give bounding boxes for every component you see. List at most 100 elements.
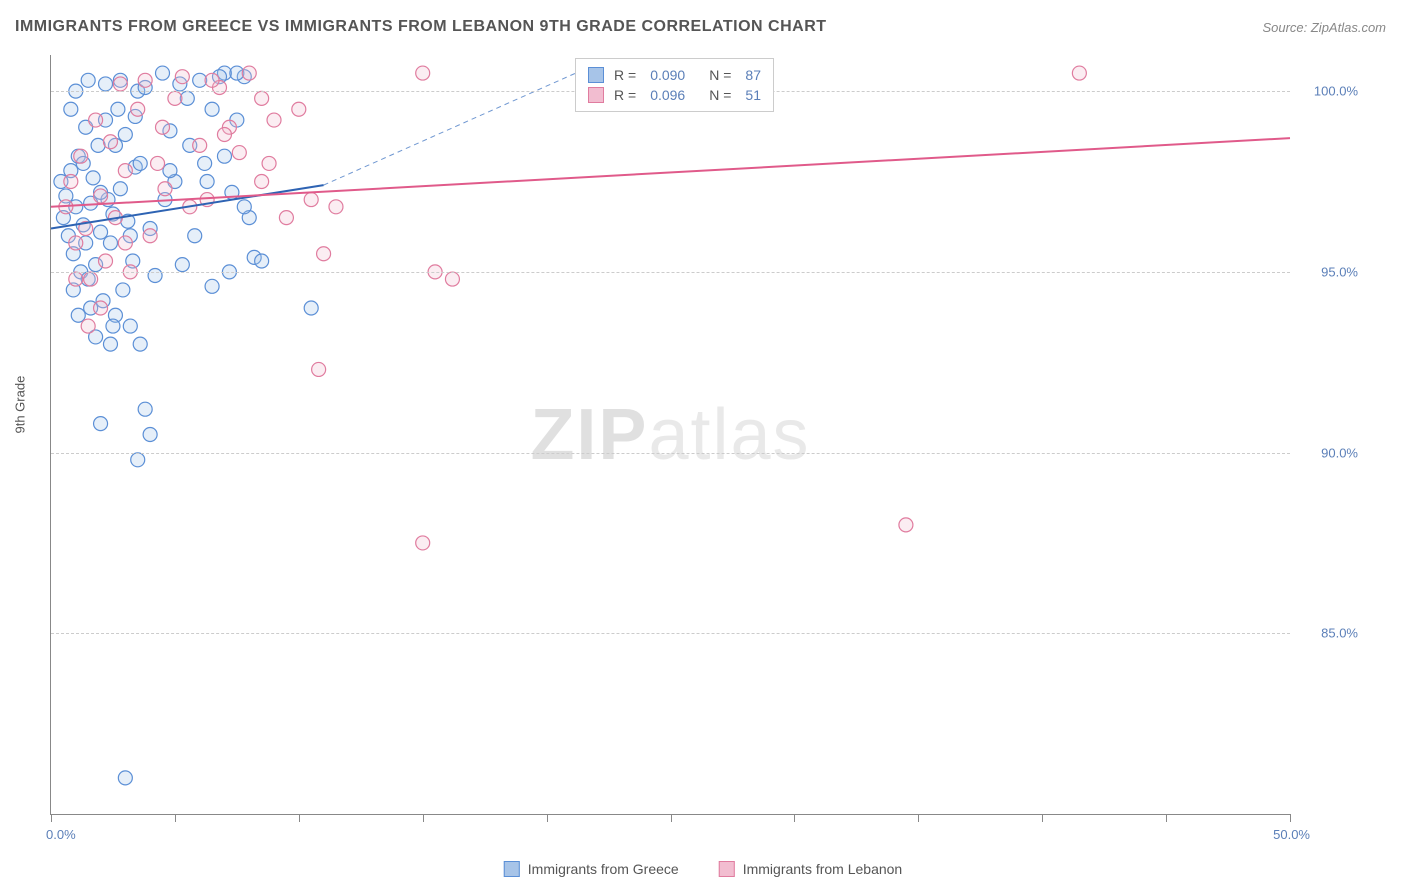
- legend-swatch-lebanon-icon: [719, 861, 735, 877]
- x-tick: [51, 814, 52, 822]
- scatter-point-greece: [148, 268, 162, 282]
- scatter-point-greece: [200, 175, 214, 189]
- legend-label-lebanon: Immigrants from Lebanon: [743, 861, 903, 877]
- scatter-point-greece: [304, 301, 318, 315]
- x-tick: [918, 814, 919, 822]
- chart-line: [324, 73, 576, 185]
- scatter-point-lebanon: [81, 319, 95, 333]
- stats-box: R = 0.090 N = 87 R = 0.096 N = 51: [575, 58, 774, 112]
- scatter-point-lebanon: [94, 301, 108, 315]
- scatter-point-lebanon: [205, 73, 219, 87]
- scatter-point-lebanon: [304, 193, 318, 207]
- scatter-point-lebanon: [279, 211, 293, 225]
- scatter-point-greece: [255, 254, 269, 268]
- scatter-point-greece: [198, 156, 212, 170]
- scatter-point-lebanon: [329, 200, 343, 214]
- chart-container: IMMIGRANTS FROM GREECE VS IMMIGRANTS FRO…: [0, 0, 1406, 892]
- x-tick: [547, 814, 548, 822]
- x-tick: [794, 814, 795, 822]
- x-tick: [1290, 814, 1291, 822]
- gridline-h: [51, 453, 1290, 454]
- scatter-point-lebanon: [175, 70, 189, 84]
- chart-title: IMMIGRANTS FROM GREECE VS IMMIGRANTS FRO…: [15, 18, 827, 36]
- scatter-point-lebanon: [151, 156, 165, 170]
- scatter-point-greece: [86, 171, 100, 185]
- scatter-point-lebanon: [113, 77, 127, 91]
- scatter-point-lebanon: [89, 113, 103, 127]
- scatter-point-lebanon: [64, 175, 78, 189]
- x-tick: [671, 814, 672, 822]
- gridline-h: [51, 272, 1290, 273]
- x-tick: [175, 814, 176, 822]
- gridline-h: [51, 633, 1290, 634]
- scatter-point-greece: [71, 308, 85, 322]
- scatter-point-lebanon: [118, 164, 132, 178]
- scatter-point-greece: [131, 453, 145, 467]
- stats-row-greece: R = 0.090 N = 87: [588, 65, 761, 85]
- scatter-point-greece: [217, 149, 231, 163]
- y-axis-title: 9th Grade: [13, 376, 28, 434]
- scatter-point-lebanon: [74, 149, 88, 163]
- scatter-point-lebanon: [99, 254, 113, 268]
- scatter-point-greece: [81, 73, 95, 87]
- legend-swatch-greece-icon: [504, 861, 520, 877]
- scatter-point-lebanon: [131, 102, 145, 116]
- scatter-point-greece: [163, 164, 177, 178]
- scatter-point-greece: [118, 771, 132, 785]
- scatter-point-greece: [237, 200, 251, 214]
- stats-r-val-greece: 0.090: [650, 67, 685, 83]
- scatter-point-greece: [64, 102, 78, 116]
- scatter-point-lebanon: [317, 247, 331, 261]
- scatter-point-lebanon: [292, 102, 306, 116]
- stats-row-lebanon: R = 0.096 N = 51: [588, 85, 761, 105]
- scatter-point-lebanon: [118, 236, 132, 250]
- scatter-point-greece: [103, 337, 117, 351]
- scatter-point-greece: [99, 77, 113, 91]
- scatter-point-greece: [143, 428, 157, 442]
- scatter-point-greece: [116, 283, 130, 297]
- scatter-point-lebanon: [103, 135, 117, 149]
- x-tick: [1042, 814, 1043, 822]
- scatter-point-lebanon: [312, 362, 326, 376]
- scatter-point-greece: [111, 102, 125, 116]
- scatter-point-lebanon: [69, 272, 83, 286]
- stats-r-val-lebanon: 0.096: [650, 87, 685, 103]
- scatter-point-greece: [123, 319, 137, 333]
- y-tick-label: 95.0%: [1321, 264, 1358, 279]
- scatter-point-lebanon: [217, 128, 231, 142]
- scatter-point-lebanon: [262, 156, 276, 170]
- scatter-point-lebanon: [138, 73, 152, 87]
- scatter-point-lebanon: [69, 236, 83, 250]
- x-axis-min-label: 0.0%: [46, 827, 76, 842]
- scatter-point-lebanon: [255, 175, 269, 189]
- stats-n-label: N =: [709, 67, 731, 83]
- y-tick-label: 100.0%: [1314, 84, 1358, 99]
- plot-area: ZIPatlas 0.0% 50.0% 85.0%90.0%95.0%100.0…: [50, 55, 1290, 815]
- scatter-point-greece: [133, 337, 147, 351]
- scatter-point-lebanon: [1072, 66, 1086, 80]
- scatter-point-greece: [156, 66, 170, 80]
- scatter-point-lebanon: [156, 120, 170, 134]
- legend-bottom: Immigrants from Greece Immigrants from L…: [504, 861, 902, 877]
- scatter-point-greece: [113, 182, 127, 196]
- scatter-point-lebanon: [94, 189, 108, 203]
- scatter-point-greece: [94, 417, 108, 431]
- x-axis-max-label: 50.0%: [1273, 827, 1310, 842]
- scatter-point-lebanon: [255, 91, 269, 105]
- stats-n-val-greece: 87: [745, 67, 761, 83]
- scatter-point-lebanon: [158, 182, 172, 196]
- y-tick-label: 85.0%: [1321, 626, 1358, 641]
- scatter-point-greece: [188, 229, 202, 243]
- scatter-point-lebanon: [416, 66, 430, 80]
- scatter-point-lebanon: [416, 536, 430, 550]
- scatter-point-lebanon: [84, 272, 98, 286]
- scatter-point-lebanon: [168, 91, 182, 105]
- stats-r-label: R =: [614, 67, 636, 83]
- legend-item-lebanon: Immigrants from Lebanon: [719, 861, 903, 877]
- scatter-point-greece: [106, 319, 120, 333]
- stats-n-val-lebanon: 51: [745, 87, 761, 103]
- stats-n-label2: N =: [709, 87, 731, 103]
- source-label: Source: ZipAtlas.com: [1262, 20, 1386, 35]
- scatter-point-lebanon: [232, 146, 246, 160]
- scatter-point-greece: [175, 258, 189, 272]
